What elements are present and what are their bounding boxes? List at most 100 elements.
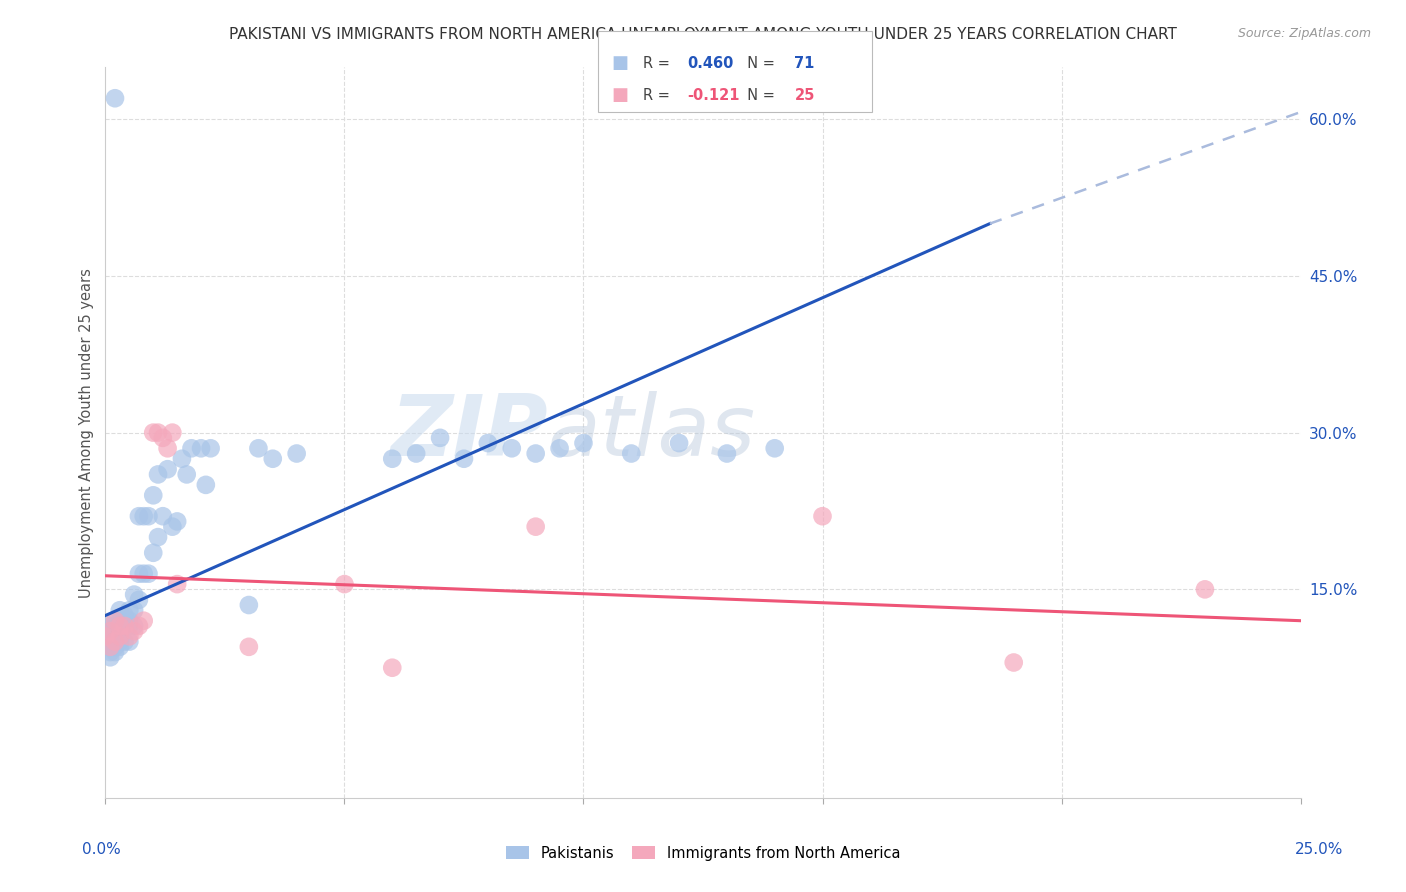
- Text: 0.0%: 0.0%: [82, 842, 121, 856]
- Point: [572, 436, 595, 450]
- Point: [156, 462, 179, 476]
- Point: [104, 634, 127, 648]
- Point: [118, 614, 141, 628]
- Point: [524, 519, 547, 533]
- Text: 0.460: 0.460: [688, 56, 734, 70]
- Point: [152, 509, 174, 524]
- Point: [104, 640, 127, 654]
- Point: [238, 598, 260, 612]
- Point: [98, 619, 121, 633]
- Point: [114, 619, 136, 633]
- Text: ■: ■: [612, 54, 628, 72]
- Text: N =: N =: [738, 88, 780, 103]
- Text: atlas: atlas: [547, 391, 755, 475]
- Point: [429, 431, 451, 445]
- Point: [104, 624, 127, 639]
- Point: [190, 442, 212, 456]
- Point: [176, 467, 198, 482]
- Text: PAKISTANI VS IMMIGRANTS FROM NORTH AMERICA UNEMPLOYMENT AMONG YOUTH UNDER 25 YEA: PAKISTANI VS IMMIGRANTS FROM NORTH AMERI…: [229, 27, 1177, 42]
- Point: [128, 509, 150, 524]
- Point: [194, 478, 217, 492]
- Point: [405, 446, 427, 460]
- Point: [108, 629, 131, 643]
- Point: [162, 519, 184, 533]
- Text: Source: ZipAtlas.com: Source: ZipAtlas.com: [1237, 27, 1371, 40]
- Point: [132, 509, 155, 524]
- Point: [381, 451, 404, 466]
- Point: [138, 509, 160, 524]
- Point: [142, 546, 165, 560]
- Point: [98, 645, 121, 659]
- Point: [98, 650, 121, 665]
- Point: [501, 442, 523, 456]
- Point: [98, 624, 121, 639]
- Point: [333, 577, 356, 591]
- Point: [162, 425, 184, 440]
- Point: [132, 614, 155, 628]
- Text: R =: R =: [643, 56, 673, 70]
- Point: [122, 588, 145, 602]
- Point: [152, 431, 174, 445]
- Point: [524, 446, 547, 460]
- Point: [142, 488, 165, 502]
- Point: [98, 640, 121, 654]
- Point: [104, 645, 127, 659]
- Point: [811, 509, 834, 524]
- Point: [763, 442, 786, 456]
- Point: [98, 624, 121, 639]
- Point: [118, 619, 141, 633]
- Point: [114, 634, 136, 648]
- Point: [98, 640, 121, 654]
- Point: [170, 451, 193, 466]
- Point: [166, 577, 188, 591]
- Point: [156, 442, 179, 456]
- Point: [1002, 656, 1025, 670]
- Point: [146, 467, 169, 482]
- Point: [180, 442, 202, 456]
- Point: [104, 619, 127, 633]
- Point: [548, 442, 571, 456]
- Point: [142, 425, 165, 440]
- Point: [118, 634, 141, 648]
- Point: [128, 592, 150, 607]
- Point: [122, 603, 145, 617]
- Point: [146, 425, 169, 440]
- Point: [108, 619, 131, 633]
- Point: [122, 624, 145, 639]
- Point: [108, 634, 131, 648]
- Point: [104, 614, 127, 628]
- Point: [118, 629, 141, 643]
- Point: [146, 530, 169, 544]
- Point: [94, 634, 117, 648]
- Point: [114, 614, 136, 628]
- Point: [1194, 582, 1216, 597]
- Point: [262, 451, 284, 466]
- Point: [108, 614, 131, 628]
- Text: -0.121: -0.121: [688, 88, 740, 103]
- Point: [381, 661, 404, 675]
- Point: [122, 619, 145, 633]
- Point: [108, 603, 131, 617]
- Point: [453, 451, 475, 466]
- Point: [285, 446, 308, 460]
- Point: [94, 629, 117, 643]
- Point: [200, 442, 222, 456]
- Text: R =: R =: [643, 88, 673, 103]
- Point: [108, 640, 131, 654]
- Point: [114, 608, 136, 623]
- Point: [166, 515, 188, 529]
- Legend: Pakistanis, Immigrants from North America: Pakistanis, Immigrants from North Americ…: [506, 846, 900, 861]
- Point: [108, 624, 131, 639]
- Point: [98, 629, 121, 643]
- Text: 25: 25: [794, 88, 814, 103]
- Point: [238, 640, 260, 654]
- Text: ■: ■: [612, 87, 628, 104]
- Point: [668, 436, 690, 450]
- Point: [132, 566, 155, 581]
- Text: 25.0%: 25.0%: [1295, 842, 1343, 856]
- Point: [104, 629, 127, 643]
- Point: [138, 566, 160, 581]
- Text: N =: N =: [738, 56, 780, 70]
- Point: [114, 619, 136, 633]
- Point: [104, 91, 127, 105]
